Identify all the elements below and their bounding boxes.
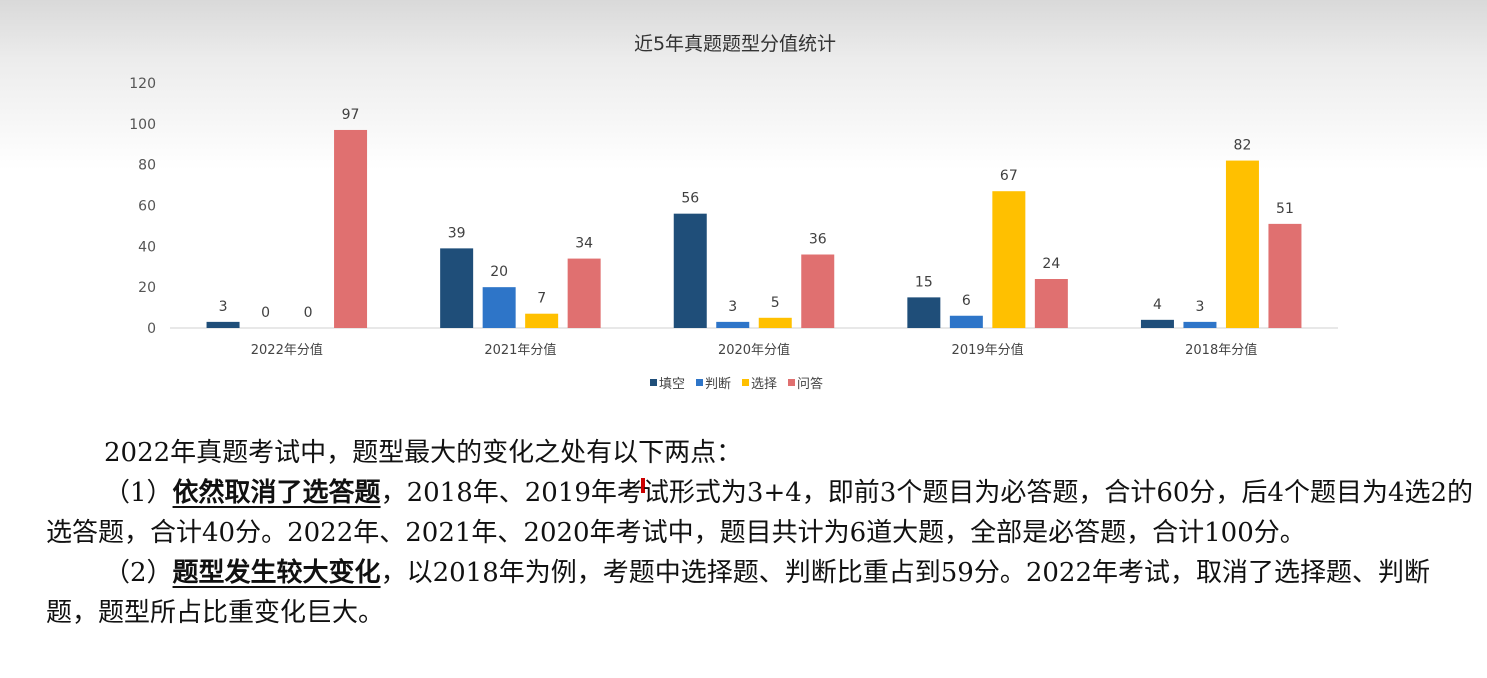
category-labels: 2022年分值 2021年分值 2020年分值 2019年分值 2018年分值	[251, 342, 1257, 358]
data-label: 3	[219, 299, 228, 315]
bar-填空	[673, 213, 707, 328]
y-tick-label: 20	[138, 280, 156, 296]
bar-判断	[482, 287, 516, 328]
legend-label: 选择	[751, 377, 777, 392]
bar-选择	[1225, 160, 1259, 328]
intro-text: 2022年真题考试中，题型最大的变化之处有以下两点：	[104, 438, 743, 468]
legend-swatch-判断	[696, 379, 703, 386]
description-text: 2022年真题考试中，题型最大的变化之处有以下两点： （1）依然取消了选答题，2…	[46, 433, 1476, 633]
data-label: 24	[1042, 256, 1060, 272]
bar-问答	[334, 129, 368, 328]
category-label: 2018年分值	[1185, 342, 1257, 358]
data-label: 82	[1234, 138, 1252, 154]
y-tick-label: 0	[147, 321, 156, 337]
category-label: 2020年分值	[718, 342, 790, 358]
bar-选择	[992, 191, 1026, 328]
point-1-text-a: ，2018年、2019年考	[380, 478, 643, 508]
data-label: 3	[1195, 299, 1204, 315]
data-label: 67	[1000, 168, 1018, 184]
point-1-paragraph: （1）依然取消了选答题，2018年、2019年考试形式为3+4，即前3个题目为必…	[46, 473, 1476, 553]
data-label: 4	[1153, 297, 1162, 313]
data-label: 34	[575, 236, 593, 252]
category-label: 2022年分值	[251, 342, 323, 358]
y-tick-label: 40	[138, 239, 156, 255]
data-label: 15	[915, 274, 933, 290]
bar-问答	[1268, 223, 1302, 328]
point-2-text: ，以2018年为例，考题中选择题、判断比重占到59分。2022年考试，取消了选择…	[46, 558, 1430, 628]
data-label: 97	[342, 107, 360, 123]
data-label: 39	[448, 225, 466, 241]
data-label: 0	[304, 305, 313, 321]
legend-swatch-选择	[742, 379, 749, 386]
bar-问答	[801, 254, 835, 328]
legend-label: 填空	[659, 377, 685, 392]
point-2-number: （2）	[104, 558, 173, 588]
legend-swatch-填空	[650, 379, 657, 386]
y-tick-label: 100	[129, 117, 156, 133]
data-label: 51	[1276, 201, 1294, 217]
bar-填空	[440, 248, 474, 328]
bar-问答	[1034, 279, 1068, 328]
point-2-heading: 题型发生较大变化	[172, 558, 381, 588]
point-1-text-b: 试形式为3+4，即前3个题目为必答题，合计60分，后4个题目为4选2的选答题，合…	[46, 478, 1474, 548]
data-label: 20	[490, 264, 508, 280]
point-1-number: （1）	[104, 478, 173, 508]
chart-title: 近5年真题题型分值统计	[634, 33, 836, 55]
bar-选择	[758, 317, 792, 328]
bar-选择	[525, 313, 559, 328]
text-cursor-mark	[640, 478, 645, 493]
legend-swatch-问答	[788, 379, 795, 386]
data-label: 36	[809, 232, 827, 248]
y-tick-label: 120	[129, 76, 156, 92]
legend: 填空 判断 选择 问答	[650, 376, 823, 392]
category-label: 2021年分值	[484, 342, 556, 358]
data-label: 5	[771, 295, 780, 311]
category-label: 2019年分值	[952, 342, 1024, 358]
y-axis: 0 20 40 60 80 100 120	[129, 76, 156, 337]
bar-填空	[907, 297, 941, 328]
legend-label: 判断	[705, 377, 731, 392]
intro-paragraph: 2022年真题考试中，题型最大的变化之处有以下两点：	[46, 433, 1476, 473]
bar-填空	[206, 321, 240, 328]
data-label: 0	[261, 305, 270, 321]
header-gradient-background	[0, 0, 1487, 170]
bars: 3 0 0 97 39 20 7 34 56 3 5 36 15 6 67 24 4 3 82 51	[206, 107, 1302, 328]
bar-填空	[1140, 319, 1174, 328]
bar-判断	[949, 315, 983, 328]
y-tick-label: 60	[138, 199, 156, 215]
data-label: 6	[962, 293, 971, 309]
bar-判断	[716, 321, 750, 328]
y-tick-label: 80	[138, 158, 156, 174]
legend-label: 问答	[797, 376, 823, 392]
data-label: 56	[681, 191, 699, 207]
data-label: 7	[537, 291, 546, 307]
point-2-paragraph: （2）题型发生较大变化，以2018年为例，考题中选择题、判断比重占到59分。20…	[46, 553, 1476, 633]
bar-问答	[567, 258, 601, 328]
point-1-heading: 依然取消了选答题	[172, 478, 381, 508]
data-label: 3	[728, 299, 737, 315]
bar-判断	[1183, 321, 1217, 328]
